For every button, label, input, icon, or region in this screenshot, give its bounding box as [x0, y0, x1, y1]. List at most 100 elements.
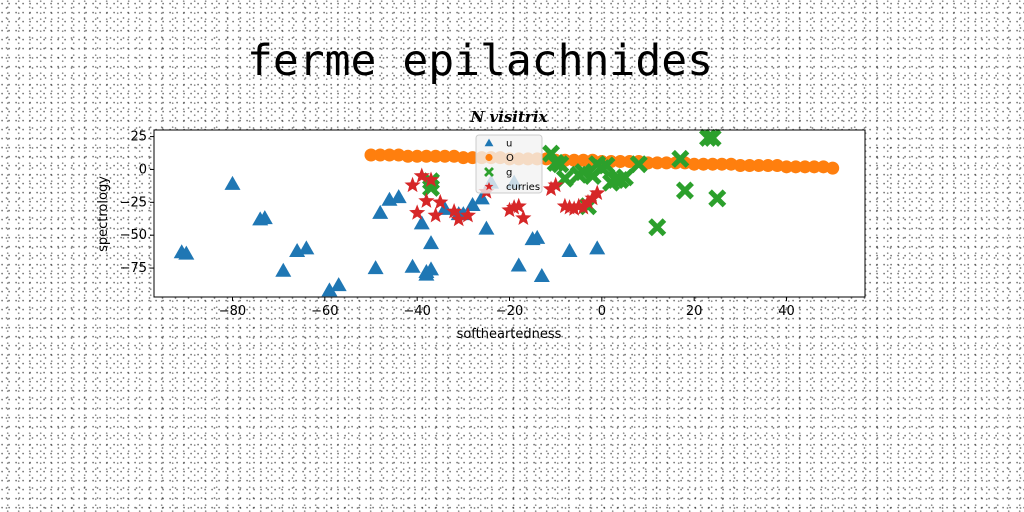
- triangle-point: [423, 235, 440, 250]
- triangle-point: [529, 229, 546, 244]
- circle-point: [659, 156, 673, 170]
- circle-point: [438, 149, 452, 163]
- data-marks: [173, 128, 840, 297]
- star-point: [515, 209, 532, 225]
- star-point: [446, 203, 463, 219]
- legend-box: [475, 134, 543, 194]
- y-axis-ticks: 25 0 −25 −50 −75: [120, 130, 154, 276]
- triangle-point: [298, 240, 315, 255]
- triangle-point: [367, 260, 384, 275]
- triangle-point: [423, 261, 440, 276]
- x-point: [671, 149, 690, 168]
- y-axis-label: spectrology: [96, 176, 111, 252]
- x-point: [574, 163, 593, 182]
- x-point: [703, 128, 722, 147]
- circle-point: [752, 159, 766, 173]
- x-point: [675, 181, 694, 200]
- x-point: [629, 155, 648, 174]
- star-point: [584, 189, 601, 206]
- circle-point: [382, 148, 396, 162]
- circle-point: [613, 155, 627, 169]
- circle-point: [743, 159, 757, 173]
- x-tick-label: 20: [686, 304, 703, 319]
- triangle-point: [464, 196, 481, 211]
- x-tick-label: −60: [311, 304, 338, 319]
- y-tick-label: −50: [120, 228, 147, 243]
- circle-point: [826, 161, 840, 175]
- star-point: [418, 192, 435, 208]
- series-x: [422, 128, 727, 237]
- star-point: [459, 206, 477, 223]
- x-point: [708, 189, 727, 208]
- circle-point: [706, 157, 720, 171]
- x-point: [597, 156, 616, 175]
- series-star: [404, 167, 606, 227]
- x-point: [648, 218, 667, 237]
- y-tick-label: 0: [139, 162, 147, 177]
- triangle-point: [256, 210, 273, 225]
- circle-point: [789, 160, 803, 174]
- triangle-point: [533, 267, 550, 282]
- star-point: [547, 176, 564, 193]
- circle-point: [364, 148, 378, 162]
- star-point: [422, 171, 440, 187]
- legend-label: O: [506, 153, 514, 164]
- x-point: [699, 128, 718, 147]
- circle-point: [576, 153, 590, 167]
- circle-point: [696, 157, 710, 171]
- star-point: [510, 197, 527, 214]
- star-point: [566, 200, 583, 216]
- circle-point: [687, 157, 701, 171]
- triangle-point: [589, 240, 606, 255]
- star-point: [413, 167, 430, 183]
- legend-label: curries: [506, 182, 540, 193]
- circle-point: [456, 151, 470, 165]
- triangle-point: [330, 277, 347, 292]
- legend-label: u: [506, 139, 512, 150]
- star-point: [501, 201, 518, 218]
- triangle-point: [478, 220, 495, 235]
- triangle-point: [178, 245, 195, 260]
- x-tick-label: 40: [778, 304, 795, 319]
- legend-label: g: [506, 168, 512, 179]
- y-tick-label: −25: [120, 195, 147, 210]
- star-point: [409, 204, 426, 220]
- x-point: [615, 168, 634, 187]
- plot-frame: [153, 129, 866, 298]
- star-point: [542, 180, 560, 197]
- star-point: [427, 206, 444, 223]
- triangle-point: [404, 258, 421, 273]
- star-point: [404, 176, 421, 193]
- circle-point: [650, 156, 664, 170]
- star-point: [450, 210, 467, 227]
- triangle-point: [321, 282, 338, 297]
- circle-point: [807, 160, 821, 174]
- circle-point: [419, 149, 433, 163]
- star-point: [506, 199, 523, 215]
- circle-point: [373, 148, 387, 162]
- x-tick-label: −40: [403, 304, 430, 319]
- triangle-point: [275, 262, 292, 277]
- circle-point: [410, 149, 424, 163]
- x-tick-label: −80: [219, 304, 246, 319]
- circle-point: [401, 149, 415, 163]
- legend-star-icon: [484, 181, 494, 191]
- triangle-point: [224, 175, 241, 190]
- triangle-point: [561, 242, 578, 257]
- triangle-point: [372, 204, 389, 219]
- star-point: [589, 184, 606, 200]
- y-tick-label: −75: [120, 261, 147, 276]
- x-tick-label: −20: [496, 304, 523, 319]
- triangle-point: [510, 257, 527, 272]
- circle-point: [761, 159, 775, 173]
- page-heading: ferme epilachnides: [247, 36, 713, 86]
- x-point: [551, 155, 570, 174]
- star-point: [432, 193, 449, 210]
- circle-point: [715, 157, 729, 171]
- circle-point: [567, 153, 581, 167]
- circle-point: [429, 149, 443, 163]
- star-point: [575, 199, 592, 215]
- circle-point: [733, 159, 747, 173]
- legend: uOg curries: [475, 134, 543, 194]
- legend-triangle-icon: [484, 138, 494, 147]
